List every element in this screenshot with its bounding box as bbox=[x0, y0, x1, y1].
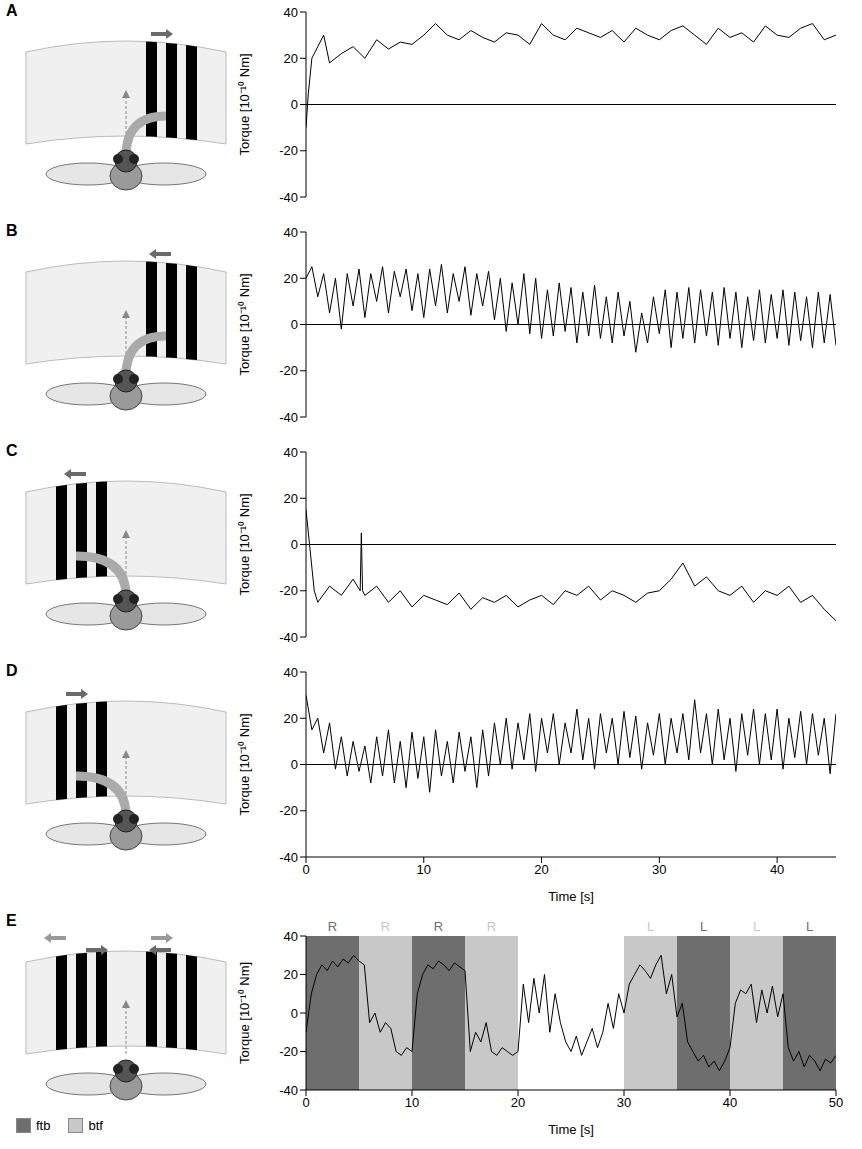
svg-text:L: L bbox=[806, 919, 813, 934]
svg-text:-40: -40 bbox=[279, 850, 298, 865]
svg-text:20: 20 bbox=[284, 491, 298, 506]
svg-text:R: R bbox=[434, 919, 443, 934]
svg-text:-40: -40 bbox=[279, 410, 298, 425]
svg-text:-40: -40 bbox=[279, 190, 298, 205]
svg-text:R: R bbox=[487, 919, 496, 934]
svg-text:-20: -20 bbox=[279, 803, 298, 818]
svg-text:R: R bbox=[381, 919, 390, 934]
svg-text:20: 20 bbox=[284, 711, 298, 726]
svg-text:R: R bbox=[328, 919, 337, 934]
svg-text:-20: -20 bbox=[279, 363, 298, 378]
svg-text:10: 10 bbox=[405, 1095, 419, 1110]
svg-text:0: 0 bbox=[291, 97, 298, 112]
svg-text:0: 0 bbox=[291, 1006, 298, 1021]
svg-text:40: 40 bbox=[770, 862, 784, 877]
html-text:E: E bbox=[6, 912, 17, 929]
svg-text:Torque [10⁻¹⁰ Nm]: Torque [10⁻¹⁰ Nm] bbox=[237, 53, 252, 155]
svg-text:-40: -40 bbox=[279, 630, 298, 645]
svg-text:L: L bbox=[753, 919, 760, 934]
svg-text:0: 0 bbox=[302, 862, 309, 877]
svg-text:40: 40 bbox=[284, 445, 298, 460]
svg-text:20: 20 bbox=[534, 862, 548, 877]
svg-text:L: L bbox=[700, 919, 707, 934]
svg-text:0: 0 bbox=[291, 317, 298, 332]
svg-text:40: 40 bbox=[284, 665, 298, 680]
html-text:D: D bbox=[6, 662, 18, 679]
svg-text:-20: -20 bbox=[279, 1044, 298, 1059]
svg-text:20: 20 bbox=[284, 967, 298, 982]
svg-text:-40: -40 bbox=[279, 1083, 298, 1098]
svg-text:10: 10 bbox=[417, 862, 431, 877]
svg-text:40: 40 bbox=[723, 1095, 737, 1110]
svg-text:Time [s]: Time [s] bbox=[548, 889, 594, 904]
svg-text:40: 40 bbox=[284, 929, 298, 944]
html-text:A: A bbox=[6, 2, 18, 19]
svg-text:Time [s]: Time [s] bbox=[548, 1122, 594, 1137]
svg-text:20: 20 bbox=[511, 1095, 525, 1110]
html-text:btf: btf bbox=[88, 1118, 103, 1133]
svg-text:0: 0 bbox=[302, 1095, 309, 1110]
svg-text:Torque [10⁻¹⁰ Nm]: Torque [10⁻¹⁰ Nm] bbox=[237, 273, 252, 375]
svg-text:0: 0 bbox=[291, 537, 298, 552]
svg-text:-20: -20 bbox=[279, 583, 298, 598]
svg-text:30: 30 bbox=[617, 1095, 631, 1110]
svg-text:L: L bbox=[647, 919, 654, 934]
html-text:B: B bbox=[6, 222, 18, 239]
svg-text:0: 0 bbox=[291, 757, 298, 772]
svg-text:-20: -20 bbox=[279, 143, 298, 158]
svg-text:Torque [10⁻¹⁰ Nm]: Torque [10⁻¹⁰ Nm] bbox=[237, 713, 252, 815]
svg-text:50: 50 bbox=[829, 1095, 843, 1110]
svg-text:20: 20 bbox=[284, 51, 298, 66]
svg-text:40: 40 bbox=[284, 225, 298, 240]
svg-text:Torque [10⁻¹⁰ Nm]: Torque [10⁻¹⁰ Nm] bbox=[237, 962, 252, 1064]
html-text:C: C bbox=[6, 442, 18, 459]
html-text:ftb: ftb bbox=[36, 1118, 51, 1133]
svg-text:40: 40 bbox=[284, 5, 298, 20]
svg-text:20: 20 bbox=[284, 271, 298, 286]
svg-text:30: 30 bbox=[652, 862, 666, 877]
svg-text:Torque [10⁻¹⁰ Nm]: Torque [10⁻¹⁰ Nm] bbox=[237, 493, 252, 595]
